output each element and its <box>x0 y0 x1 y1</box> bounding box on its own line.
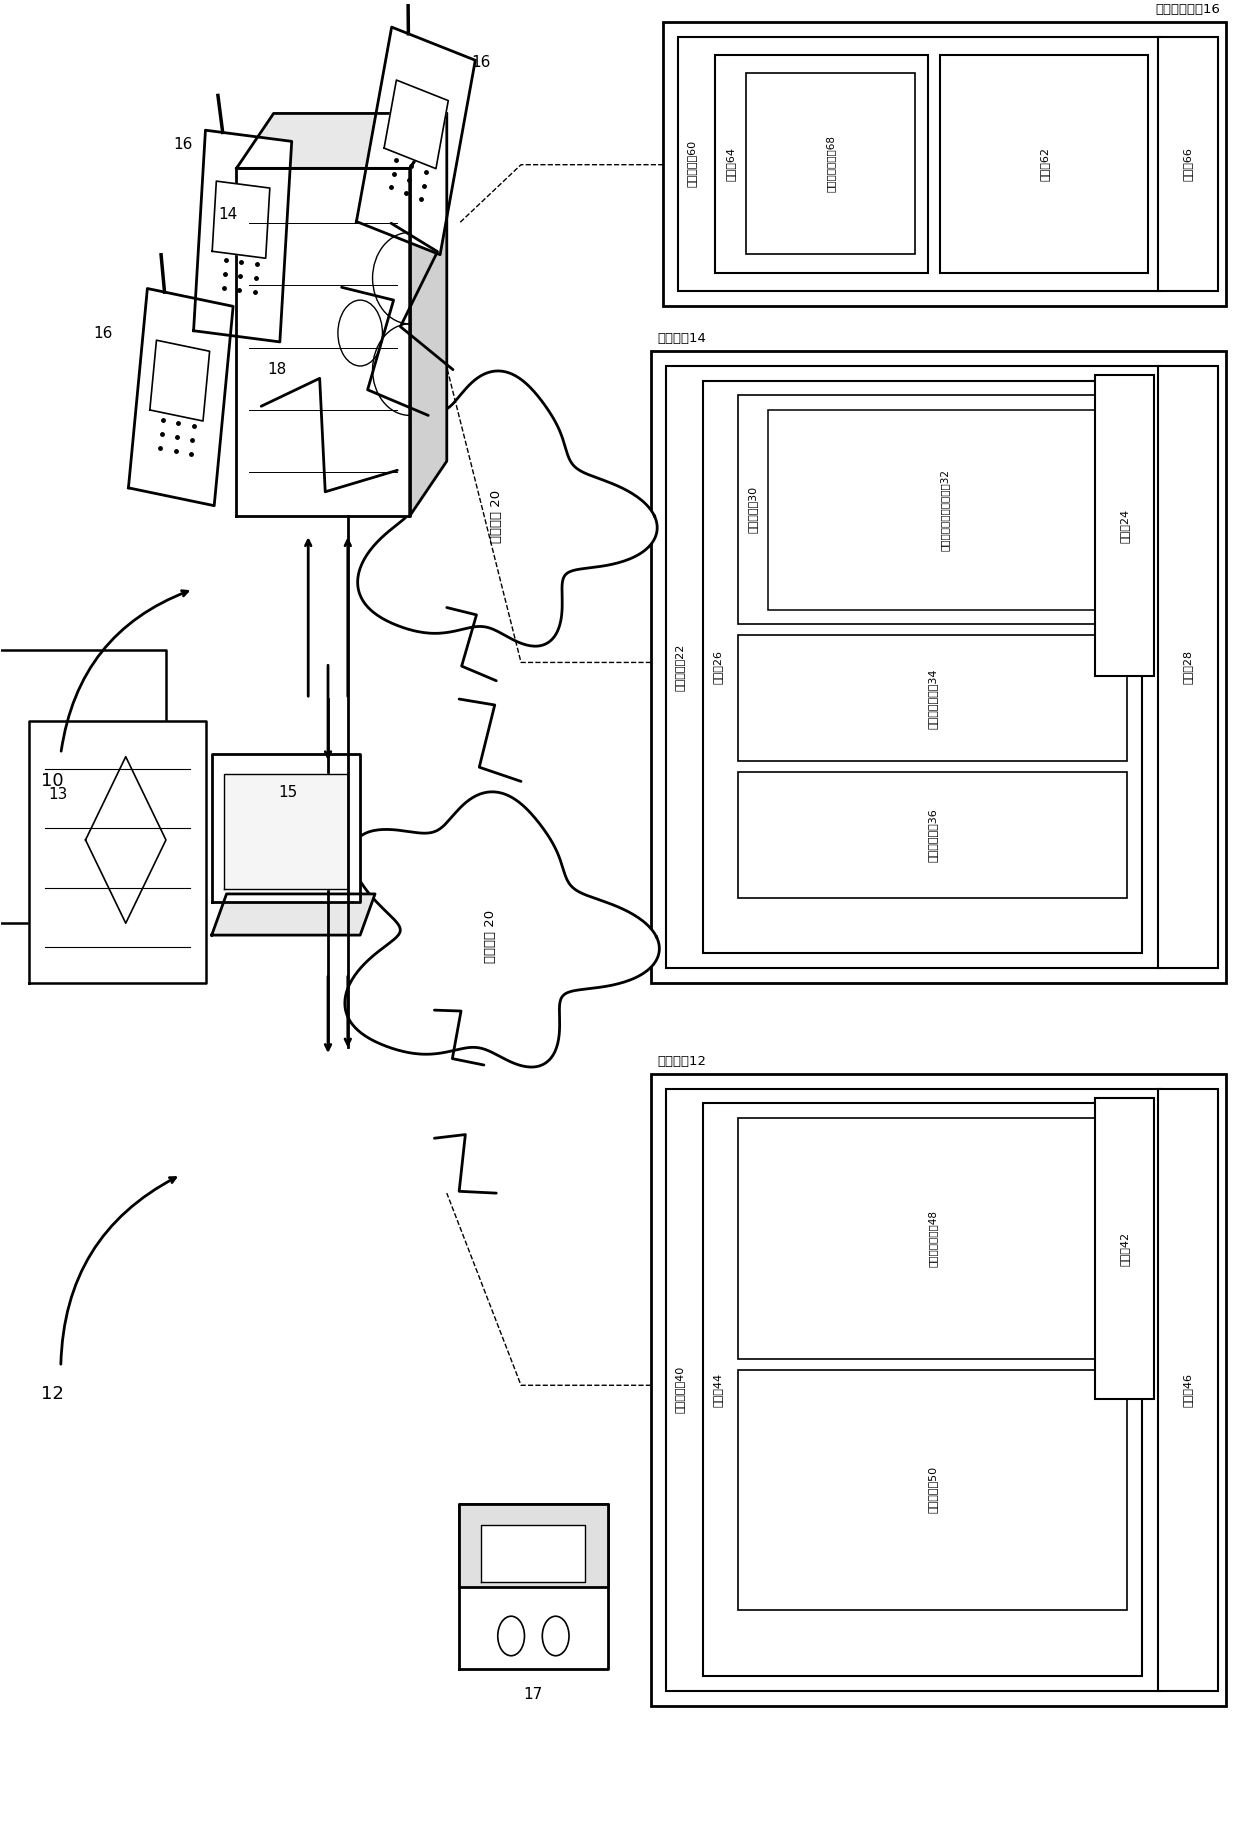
Text: 性能数据模30: 性能数据模30 <box>748 486 758 534</box>
Polygon shape <box>150 339 210 420</box>
Text: 18: 18 <box>268 361 286 378</box>
Text: 16: 16 <box>174 138 193 152</box>
Text: 14: 14 <box>218 207 237 222</box>
Bar <box>1158 365 1218 969</box>
Polygon shape <box>0 650 166 923</box>
Text: 13: 13 <box>48 787 68 802</box>
Text: 通信模46: 通信模46 <box>1183 1373 1193 1407</box>
Bar <box>738 1369 1127 1609</box>
Text: 性能数据接口模48: 性能数据接口模48 <box>928 1209 937 1266</box>
Polygon shape <box>409 114 446 516</box>
Bar <box>651 350 1226 984</box>
Bar <box>703 1103 1142 1675</box>
Polygon shape <box>212 182 270 259</box>
Text: 无线通信设备16: 无线通信设备16 <box>1156 2 1220 17</box>
Text: 存储奧26: 存储奧26 <box>713 650 723 684</box>
Polygon shape <box>481 1525 585 1582</box>
Bar <box>715 55 928 273</box>
Text: 无线网络 20: 无线网络 20 <box>490 490 502 543</box>
Bar <box>769 409 1121 609</box>
Polygon shape <box>212 754 360 903</box>
Text: 处理奧42: 处理奧42 <box>1120 1231 1130 1266</box>
Bar <box>703 380 1142 954</box>
Text: 文件生成器逻辑34: 文件生成器逻辑34 <box>928 668 937 728</box>
Text: 存储奧44: 存储奧44 <box>713 1373 723 1407</box>
Text: 通信模66: 通信模66 <box>1183 147 1193 180</box>
Polygon shape <box>384 81 449 169</box>
Polygon shape <box>345 793 660 1068</box>
Text: 无线网络 20: 无线网络 20 <box>484 910 496 963</box>
Polygon shape <box>237 114 446 169</box>
Bar <box>738 1118 1127 1358</box>
Text: 计算机平台40: 计算机平台40 <box>675 1367 684 1413</box>
Text: 存储奧64: 存储奧64 <box>725 147 735 182</box>
Text: 计算机平台22: 计算机平台22 <box>675 644 684 690</box>
Polygon shape <box>459 1505 608 1587</box>
Bar <box>738 395 1127 624</box>
Text: 处理奧24: 处理奧24 <box>1120 508 1130 543</box>
Text: 网络访问模50: 网络访问模50 <box>928 1466 937 1514</box>
Bar <box>666 365 1161 969</box>
Polygon shape <box>357 371 657 646</box>
Bar <box>1158 1088 1218 1690</box>
Text: 10: 10 <box>41 773 63 791</box>
Text: 15: 15 <box>279 785 298 800</box>
Polygon shape <box>129 288 233 506</box>
Text: 处理奧62: 处理奧62 <box>1039 147 1049 182</box>
Polygon shape <box>212 894 374 936</box>
Bar <box>1158 37 1218 292</box>
Polygon shape <box>459 1505 608 1668</box>
Text: 17: 17 <box>523 1686 543 1703</box>
Polygon shape <box>237 169 409 516</box>
Polygon shape <box>356 28 475 255</box>
Bar <box>738 773 1127 899</box>
Text: 16: 16 <box>471 55 491 70</box>
Text: 16: 16 <box>93 325 113 341</box>
Polygon shape <box>193 130 291 341</box>
Text: 通信设备12: 通信设备12 <box>657 1055 706 1068</box>
Bar <box>1095 1097 1154 1398</box>
Text: 最佳文件大小确定器逻辑32: 最佳文件大小确定器逻辑32 <box>940 468 950 550</box>
Bar <box>738 635 1127 762</box>
Text: 网络设备14: 网络设备14 <box>657 332 706 345</box>
Bar <box>663 22 1226 306</box>
Text: 性能数据收集模68: 性能数据收集模68 <box>826 136 836 193</box>
Bar <box>940 55 1148 273</box>
Bar <box>666 1088 1161 1690</box>
Text: 计算机平台60: 计算机平台60 <box>687 139 697 187</box>
Bar <box>746 73 915 255</box>
Text: 通信模28: 通信模28 <box>1183 650 1193 684</box>
Bar <box>651 1073 1226 1705</box>
Polygon shape <box>223 774 348 888</box>
Bar <box>678 37 1161 292</box>
Text: 12: 12 <box>41 1385 63 1404</box>
Polygon shape <box>30 721 206 984</box>
Text: 文件访问逻辑36: 文件访问逻辑36 <box>928 809 937 862</box>
Bar <box>1095 374 1154 675</box>
